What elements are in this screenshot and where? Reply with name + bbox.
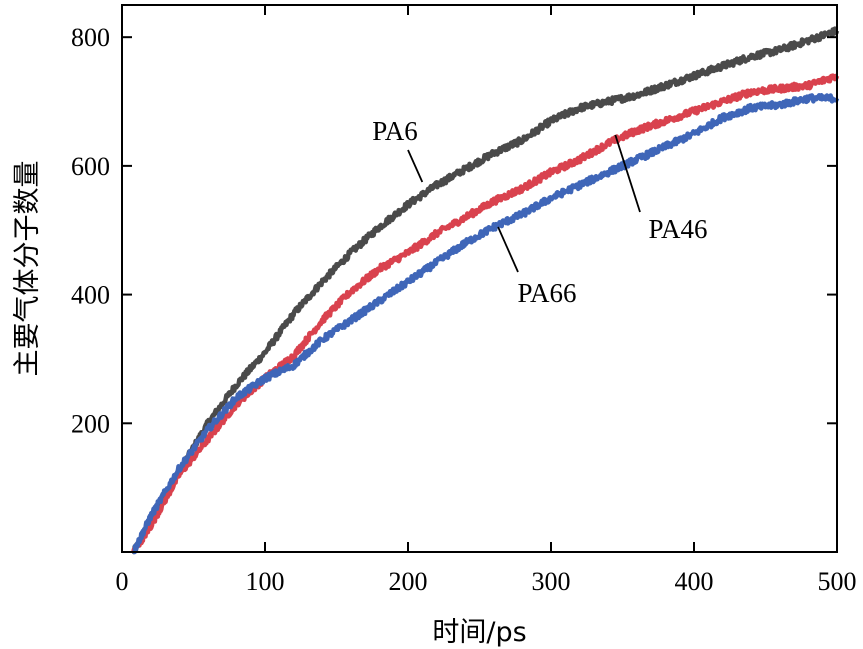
y-tick-label: 600 — [71, 152, 110, 181]
x-tick-label: 100 — [246, 567, 285, 596]
series-line-pa46 — [131, 73, 840, 553]
annotation-leader — [614, 134, 641, 213]
series-annotations: PA6 PA46 PA66 — [372, 116, 707, 308]
y-axis-title: 主要气体分子数量 — [12, 161, 43, 377]
x-tick-label: 0 — [116, 567, 129, 596]
annotation-leader — [407, 149, 424, 183]
y-tick-label: 200 — [71, 409, 110, 438]
series-line-pa6 — [131, 26, 840, 555]
annotation-leader — [497, 226, 519, 273]
series-line-pa66 — [131, 92, 840, 555]
annotation-label: PA46 — [648, 214, 707, 244]
axis-ticks: 0 100 200 300 400 500 200 400 600 800 — [71, 5, 857, 596]
x-tick-label: 500 — [818, 567, 857, 596]
x-tick-label: 400 — [675, 567, 714, 596]
annotation-label: PA6 — [372, 116, 418, 146]
plot-frame — [121, 4, 838, 553]
x-tick-label: 300 — [532, 567, 571, 596]
y-tick-label: 800 — [71, 23, 110, 52]
x-tick-label: 200 — [389, 567, 428, 596]
y-tick-label: 400 — [71, 281, 110, 310]
x-axis-title: 时间/ps — [432, 617, 526, 648]
annotation-label: PA66 — [517, 278, 576, 308]
series-layer — [131, 26, 840, 555]
